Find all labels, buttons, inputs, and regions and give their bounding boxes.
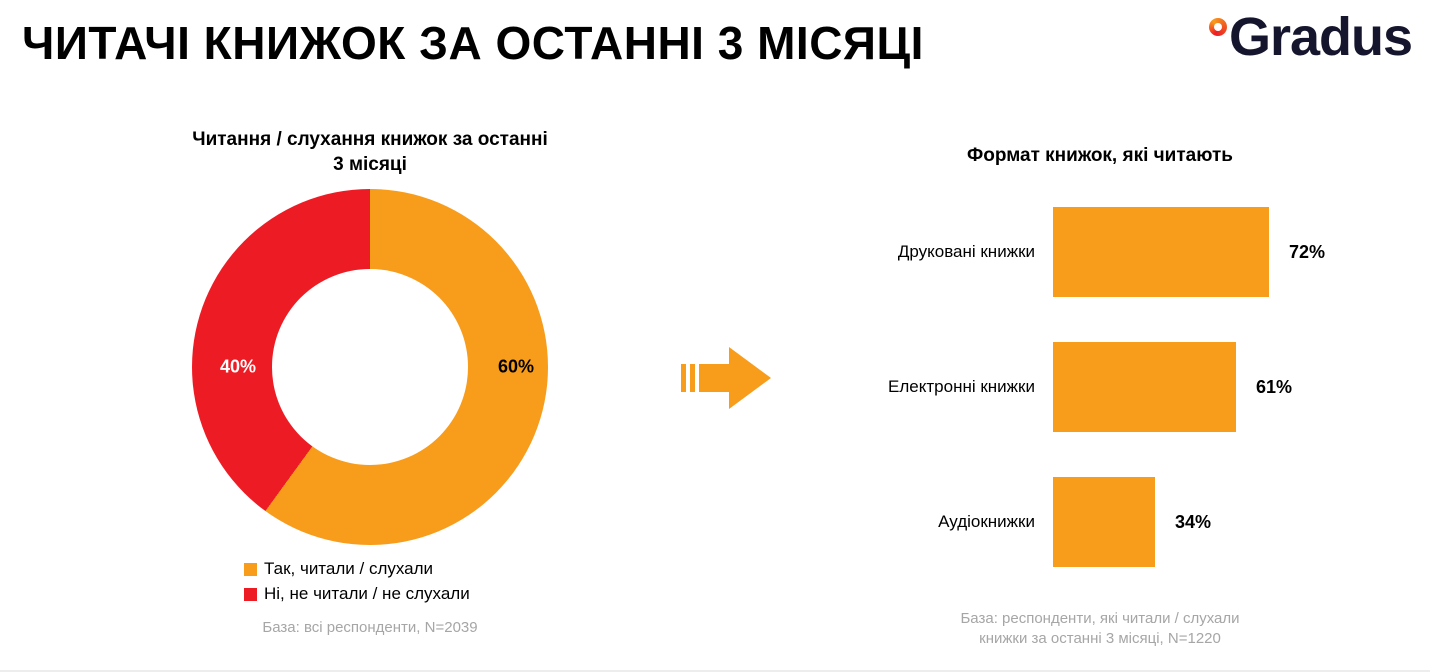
legend-label-yes: Так, читали / слухали [264,559,434,579]
donut-value-label-no: 40% [220,356,257,377]
bar-fill-ebooks [1053,342,1236,432]
legend-label-no: Ні, не читали / не слухали [264,584,470,604]
donut-chart-title: Читання / слухання книжок за останні 3 м… [192,129,548,175]
bar-chart-title: Формат книжок, які читають [967,145,1233,166]
donut-legend: Так, читали / слухали Ні, не читали / не… [150,559,590,604]
base-note-right: База: респонденти, які читали / слухали … [820,609,1380,650]
bar-category-label: Аудіокнижки [938,512,1035,531]
bar-value-label: 34% [1175,511,1212,532]
donut-chart-area: 40% 60% [192,189,548,546]
base-note-right-line1: База: респонденти, які читали / слухали [960,610,1240,627]
bar-value-label: 72% [1289,241,1326,262]
legend-marker-orange [244,562,257,576]
bar-rows: Друковані книжки 72% Електронні книжки 6… [820,207,1380,567]
arrow-right-icon [681,347,771,409]
page-title: ЧИТАЧІ КНИЖОК ЗА ОСТАННІ 3 МІСЯЦІ [22,17,924,69]
bar-row-ebooks: Електронні книжки 61% [820,342,1380,432]
legend-item-no: Ні, не читали / не слухали [244,584,590,604]
bar-category-label: Друковані книжки [897,242,1035,261]
legend-marker-red [244,587,257,601]
donut-chart-section: Читання / слухання книжок за останні 3 м… [150,128,590,639]
base-note-left: База: всі респонденти, N=2039 [262,619,478,637]
base-note-right-line2: книжки за останні 3 місяці, N=1220 [979,630,1221,648]
bar-fill-audiobooks [1053,477,1155,567]
bar-row-printed: Друковані книжки 72% [820,207,1380,297]
donut-value-label-yes: 60% [497,356,534,377]
bar-value-label: 61% [1256,376,1293,397]
gradus-logo: Gradus [1208,7,1413,67]
bar-category-label: Електронні книжки [888,377,1035,396]
bar-chart-section: Формат книжок, які читають Друковані кни… [820,145,1380,650]
bar-row-audiobooks: Аудіокнижки 34% [820,477,1380,567]
donut-chart [192,189,548,546]
bar-fill-printed [1053,207,1269,297]
gradus-logo-text: Gradus [1228,7,1413,67]
gradus-logo-ring-icon [1208,18,1227,36]
legend-item-yes: Так, читали / слухали [244,559,590,579]
